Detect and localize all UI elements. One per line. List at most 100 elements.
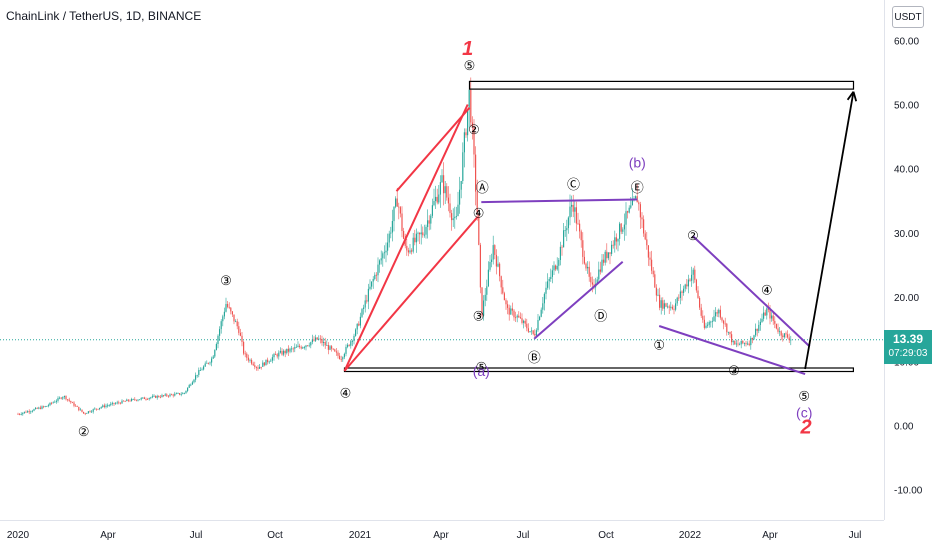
trendline-red	[343, 104, 469, 372]
candle-body	[572, 204, 574, 212]
candle-body	[412, 237, 414, 252]
candle-body	[511, 308, 513, 311]
candle-body	[721, 317, 723, 321]
candle-body	[676, 297, 678, 304]
candle-body	[156, 396, 158, 398]
candle-body	[44, 406, 46, 407]
candle-body	[435, 196, 437, 201]
candle-body	[116, 402, 118, 404]
candle-body	[673, 308, 675, 310]
candle-body	[321, 339, 323, 343]
candle-body	[759, 321, 761, 325]
candle-body	[323, 342, 325, 343]
candle-body	[252, 363, 254, 366]
y-tick-label: 30.00	[894, 229, 919, 240]
candle-body	[492, 245, 494, 260]
candle-body	[276, 354, 278, 357]
candle-body	[287, 348, 289, 352]
candle-body	[67, 399, 69, 401]
candle-body	[518, 315, 520, 318]
candle-body	[398, 206, 400, 208]
candle-body	[391, 221, 393, 233]
candle-body	[311, 339, 313, 343]
candle-body	[350, 341, 352, 346]
candle-body	[724, 323, 726, 325]
candle-body	[641, 217, 643, 220]
candle-body	[423, 234, 425, 236]
candle-body	[686, 284, 688, 287]
candle-body	[180, 394, 182, 395]
candle-body	[230, 307, 232, 312]
candle-body	[703, 319, 705, 328]
candle-body	[115, 403, 117, 405]
trendline-purple	[658, 325, 806, 376]
candle-body	[563, 230, 565, 248]
candle-body	[145, 399, 147, 400]
candle-body	[415, 233, 417, 243]
candle-body	[630, 205, 632, 208]
candle-body	[159, 396, 161, 398]
x-tick-label: 2020	[7, 530, 30, 541]
candle-body	[353, 335, 355, 341]
candle-body	[51, 402, 53, 404]
trendline-purple	[533, 261, 624, 340]
candle-body	[241, 335, 243, 342]
candle-body	[169, 394, 171, 397]
candle-body	[231, 311, 233, 315]
candle-body	[611, 244, 613, 254]
candle-body	[263, 362, 265, 366]
candle-body	[348, 344, 350, 346]
candle-body	[775, 323, 777, 329]
candle-body	[334, 349, 336, 352]
candle-body	[78, 406, 80, 411]
candle-body	[694, 269, 696, 280]
wave-label: Ⓑ	[528, 350, 541, 365]
candle-body	[599, 269, 601, 272]
candle-body	[60, 397, 62, 399]
candle-body	[25, 411, 27, 413]
candle-body	[233, 314, 235, 322]
wave-label: ⑤	[464, 58, 476, 73]
candle-body	[135, 399, 137, 401]
candle-body	[734, 341, 736, 345]
chart-title: ChainLink / TetherUS, 1D, BINANCE	[6, 9, 202, 23]
candle-body	[292, 348, 294, 350]
candle-body	[500, 276, 502, 288]
candle-body	[483, 300, 485, 316]
candle-body	[447, 197, 449, 204]
candle-body	[70, 400, 72, 403]
candle-body	[479, 244, 481, 288]
candle-body	[484, 294, 486, 301]
candle-body	[143, 397, 145, 399]
y-tick-label: 50.00	[894, 101, 919, 112]
candle-body	[123, 400, 125, 402]
candlestick-series	[17, 77, 792, 416]
candle-body	[515, 317, 517, 319]
y-tick-label: -10.00	[894, 486, 923, 497]
candle-body	[443, 175, 445, 194]
candle-body	[763, 312, 765, 319]
plot-area[interactable]: ② ③ ④ ⑤ ② Ⓐ ④ ③ ⑤ Ⓑ Ⓒ Ⓓ Ⓔ ① ② ③ ④ ⑤ 1 (a) (b) (c)2	[0, 38, 884, 439]
currency-button[interactable]: USDT	[892, 6, 924, 28]
candle-body	[747, 343, 749, 345]
candle-body	[422, 232, 424, 236]
candle-body	[761, 318, 763, 322]
candle-body	[375, 274, 377, 276]
candle-body	[126, 399, 128, 402]
candle-body	[209, 362, 211, 364]
candle-body	[318, 338, 320, 340]
candle-body	[459, 189, 461, 205]
candle-body	[75, 405, 77, 407]
candle-body	[644, 233, 646, 240]
candle-body	[652, 270, 654, 275]
candle-body	[20, 414, 22, 415]
degree-label: 1	[462, 38, 473, 60]
bar-countdown: 07:29:03	[888, 348, 928, 359]
candle-body	[291, 348, 293, 350]
candle-body	[700, 307, 702, 316]
candle-body	[329, 346, 331, 350]
time-axis[interactable]: 2020 Apr Jul Oct 2021 Apr Jul Oct 2022 Apr Jul	[7, 530, 862, 541]
candle-body	[471, 122, 473, 128]
